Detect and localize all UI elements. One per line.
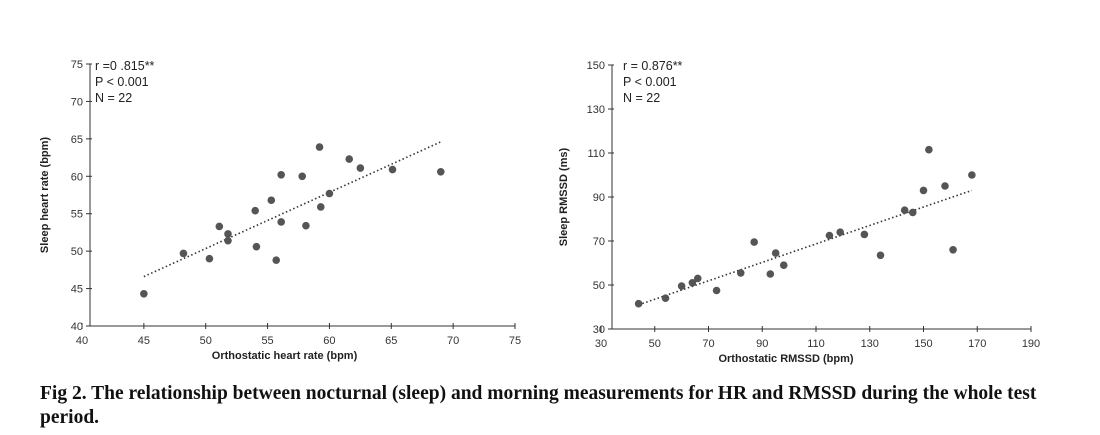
chart-1: 40 45 50 55 60 65 70 75 40 45 50 55 60 65 70 75 Orthosta… (39, 59, 521, 362)
x-tick-label: 190 (1022, 338, 1040, 350)
y-tick-label: 90 (593, 192, 605, 204)
data-point (908, 208, 917, 217)
data-point (825, 231, 834, 240)
data-point (436, 167, 445, 176)
y-axis-title: Sleep RMSSD (ms) (558, 147, 570, 246)
stats-annotation-line: N = 22 (623, 91, 660, 105)
x-tick-label: 55 (261, 335, 273, 347)
x-tick-label: 65 (385, 335, 397, 347)
y-tick-label: 40 (71, 321, 83, 333)
chart-2: 30 50 70 90 110 130 150 30 50 70 90 110 130 150 170 190… (558, 59, 1040, 365)
data-point (140, 290, 148, 298)
data-point (302, 221, 310, 230)
x-tick-label: 75 (509, 335, 521, 347)
data-point (224, 230, 232, 238)
data-point (277, 218, 285, 226)
data-point (356, 164, 365, 172)
x-tick-label: 50 (649, 338, 661, 350)
data-point (252, 242, 261, 251)
figure-caption: Fig 2. The relationship between nocturna… (40, 383, 1037, 428)
y-tick-label: 50 (71, 246, 83, 258)
x-axis-title: Orthostatic heart rate (bpm) (212, 350, 358, 362)
data-point (919, 186, 928, 195)
stats-annotation-line: P < 0.001 (95, 75, 149, 89)
stats-annotation-line: P < 0.001 (623, 75, 677, 89)
data-point (876, 251, 885, 260)
data-point (325, 189, 334, 198)
data-point (388, 165, 397, 174)
y-tick-label: 60 (71, 171, 83, 183)
data-point (215, 222, 224, 231)
y-tick-label: 30 (593, 324, 605, 336)
x-tick-label: 45 (138, 335, 150, 347)
data-point (766, 270, 775, 278)
data-point (345, 155, 354, 163)
y-tick-label: 130 (587, 104, 605, 116)
data-point (860, 230, 869, 239)
y-axis-title: Sleep heart rate (bpm) (39, 137, 51, 253)
data-point (298, 172, 307, 181)
data-point (267, 196, 276, 205)
data-point (779, 261, 788, 270)
y-tick-label: 75 (71, 59, 83, 71)
y-tick-label: 50 (593, 280, 605, 292)
data-point (693, 274, 702, 283)
y-tick-label: 110 (587, 148, 605, 160)
x-tick-label: 70 (702, 338, 714, 350)
data-point (836, 228, 844, 236)
data-point (949, 246, 957, 254)
data-point (277, 170, 285, 179)
stats-annotation-line: N = 22 (95, 91, 132, 105)
y-tick-label: 55 (71, 209, 83, 221)
trendline (638, 189, 973, 306)
data-point (900, 206, 909, 214)
x-tick-label: 110 (807, 338, 825, 350)
data-point (688, 279, 697, 287)
trendline (143, 141, 442, 278)
stats-annotation-line: r = 0.876** (623, 59, 683, 73)
y-tick-label: 70 (71, 96, 83, 108)
data-point (941, 182, 949, 190)
data-point (272, 256, 281, 264)
y-tick-label: 150 (587, 60, 605, 72)
data-point (750, 238, 758, 246)
x-axis-title: Orthostatic RMSSD (bpm) (718, 353, 853, 365)
data-point (224, 236, 232, 245)
data-point (205, 254, 214, 263)
x-tick-label: 50 (200, 335, 212, 347)
data-point (712, 286, 721, 295)
data-point (677, 282, 686, 290)
data-point (316, 203, 325, 211)
y-tick-label: 70 (593, 236, 605, 248)
data-point (736, 269, 745, 277)
data-point (251, 206, 259, 215)
data-point (315, 143, 324, 151)
x-tick-label: 70 (447, 335, 459, 347)
x-tick-label: 40 (76, 335, 88, 347)
x-tick-label: 30 (595, 338, 607, 350)
y-tick-label: 65 (71, 134, 83, 146)
data-point (771, 249, 780, 257)
x-tick-label: 170 (968, 338, 986, 350)
data-point (925, 145, 933, 154)
x-tick-label: 60 (323, 335, 335, 347)
y-tick-label: 45 (71, 284, 83, 296)
x-tick-label: 150 (914, 338, 932, 350)
data-point (634, 299, 643, 308)
x-tick-label: 90 (756, 338, 768, 350)
data-point (968, 171, 976, 179)
x-tick-label: 130 (861, 338, 879, 350)
data-point (179, 249, 188, 258)
stats-annotation-line: r =0 .815** (95, 59, 155, 73)
data-point (661, 294, 670, 303)
figure-canvas: 40 45 50 55 60 65 70 75 40 45 50 55 60 65 70 75 Orthosta… (39, 59, 1040, 365)
